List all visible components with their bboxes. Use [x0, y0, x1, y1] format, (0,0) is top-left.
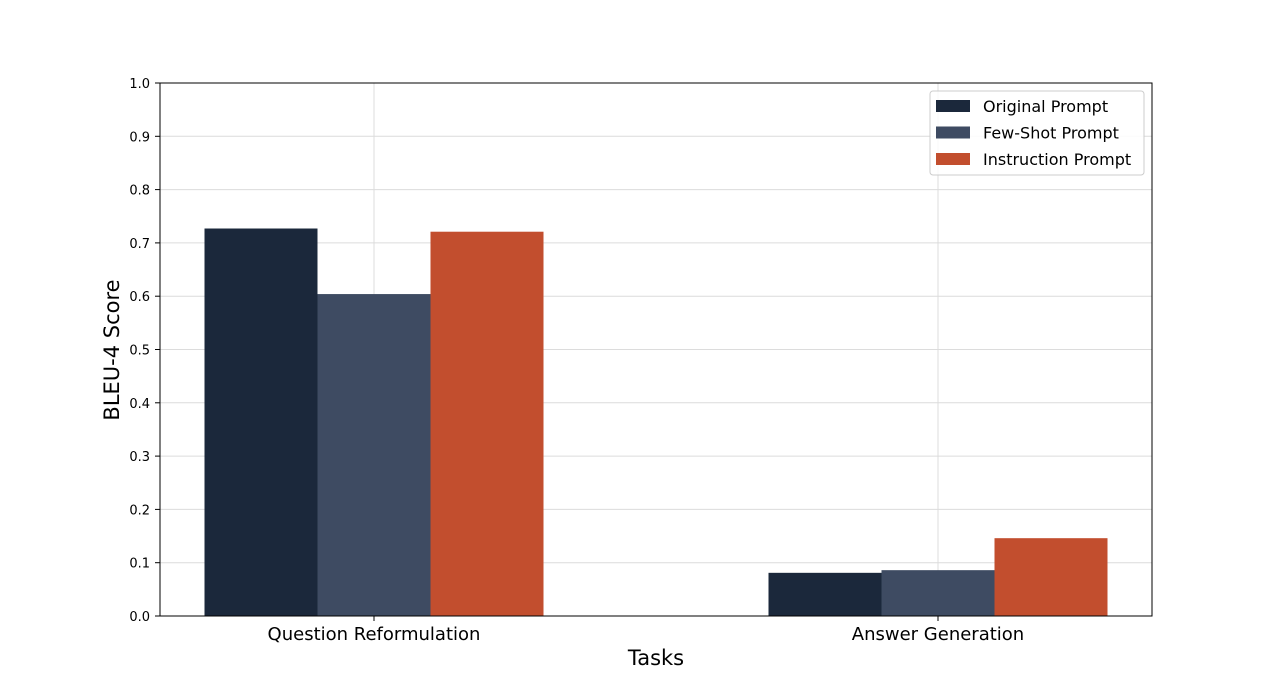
x-tick-label: Question Reformulation [268, 624, 481, 645]
y-tick-label: 0.0 [129, 610, 150, 625]
legend: Original Prompt Few-Shot Prompt Instructio… [929, 90, 1145, 176]
legend-label: Few-Shot Prompt [983, 124, 1119, 143]
y-tick-label: 0.1 [129, 557, 150, 572]
y-tick-label: 0.3 [129, 450, 150, 465]
x-axis-title: Tasks [627, 646, 684, 670]
legend-label: Instruction Prompt [983, 150, 1131, 169]
legend-label: Original Prompt [983, 97, 1108, 116]
bar [317, 294, 431, 616]
legend-swatch [936, 153, 970, 165]
bar [881, 570, 995, 616]
y-tick-label: 0.9 [129, 130, 150, 145]
legend-swatch [936, 100, 970, 112]
legend-swatch [936, 126, 970, 139]
y-tick-label: 0.5 [129, 344, 150, 359]
y-tick-label: 0.2 [129, 503, 150, 518]
y-tick-label: 0.6 [129, 290, 150, 305]
y-tick-label: 1.0 [129, 77, 150, 92]
legend-box [929, 90, 1145, 176]
x-axis: Question Reformulation Answer Generation [268, 616, 1024, 645]
bars [204, 228, 1108, 616]
bar [994, 538, 1108, 616]
y-axis: 0.0 0.1 0.2 0.3 0.4 0.5 0.6 0.7 0.8 0.9 1.0 [129, 77, 160, 625]
bar [204, 228, 318, 616]
y-axis-title: BLEU-4 Score [100, 279, 124, 420]
y-tick-label: 0.7 [129, 237, 150, 252]
bar [430, 231, 544, 616]
y-tick-label: 0.4 [129, 397, 150, 412]
bar [768, 572, 882, 616]
x-tick-label: Answer Generation [852, 624, 1024, 645]
y-tick-label: 0.8 [129, 184, 150, 199]
